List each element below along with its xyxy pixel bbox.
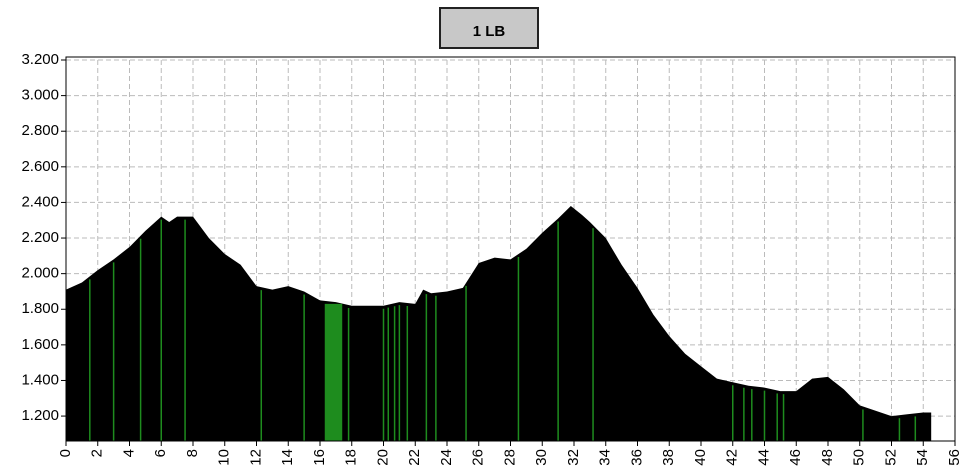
x-tick-label: 56 <box>946 449 963 466</box>
x-tick-label: 8 <box>184 449 201 457</box>
y-tick-label: 2.000 <box>21 265 59 282</box>
x-tick-label: 10 <box>216 449 233 466</box>
x-tick-label: 30 <box>533 449 550 466</box>
x-tick-label: 4 <box>120 449 137 457</box>
x-tick-label: 40 <box>692 449 709 466</box>
y-tick-label: 2.400 <box>21 193 59 210</box>
profile-area <box>66 205 932 441</box>
x-tick-label: 14 <box>279 449 296 466</box>
x-tick-label: 24 <box>438 449 455 466</box>
x-tick-label: 38 <box>660 449 677 466</box>
y-tick-label: 1.600 <box>21 336 59 353</box>
plot-frame <box>65 56 956 442</box>
x-tick-label: 2 <box>89 449 106 457</box>
x-tick-label: 26 <box>470 449 487 466</box>
x-tick-label: 52 <box>882 449 899 466</box>
y-tick-label: 2.800 <box>21 122 59 139</box>
x-tick-label: 12 <box>247 449 264 466</box>
x-tick-label: 50 <box>851 449 868 466</box>
x-tick-label: 18 <box>343 449 360 466</box>
x-tick-label: 22 <box>406 449 423 466</box>
x-tick-label: 44 <box>755 449 772 466</box>
y-tick-label: 2.600 <box>21 158 59 175</box>
x-tick-label: 0 <box>57 449 74 457</box>
y-tick-label: 1.200 <box>21 407 59 424</box>
x-tick-label: 20 <box>374 449 391 466</box>
y-tick-label: 3.200 <box>21 51 59 68</box>
y-tick-label: 1.800 <box>21 300 59 317</box>
x-tick-label: 16 <box>311 449 328 466</box>
y-tick-label: 2.200 <box>21 229 59 246</box>
chart-title: 1 LB <box>473 23 506 40</box>
x-tick-label: 32 <box>565 449 582 466</box>
x-tick-label: 34 <box>597 449 614 466</box>
x-tick-label: 48 <box>819 449 836 466</box>
x-tick-label: 42 <box>724 449 741 466</box>
x-tick-label: 28 <box>501 449 518 466</box>
x-tick-label: 54 <box>914 449 931 466</box>
y-tick-label: 3.000 <box>21 87 59 104</box>
x-tick-label: 36 <box>628 449 645 466</box>
highlight-band <box>324 303 343 441</box>
y-tick-label: 1.400 <box>21 371 59 388</box>
x-tick-label: 46 <box>787 449 804 466</box>
title-box <box>439 7 539 49</box>
x-tick-label: 6 <box>152 449 169 457</box>
